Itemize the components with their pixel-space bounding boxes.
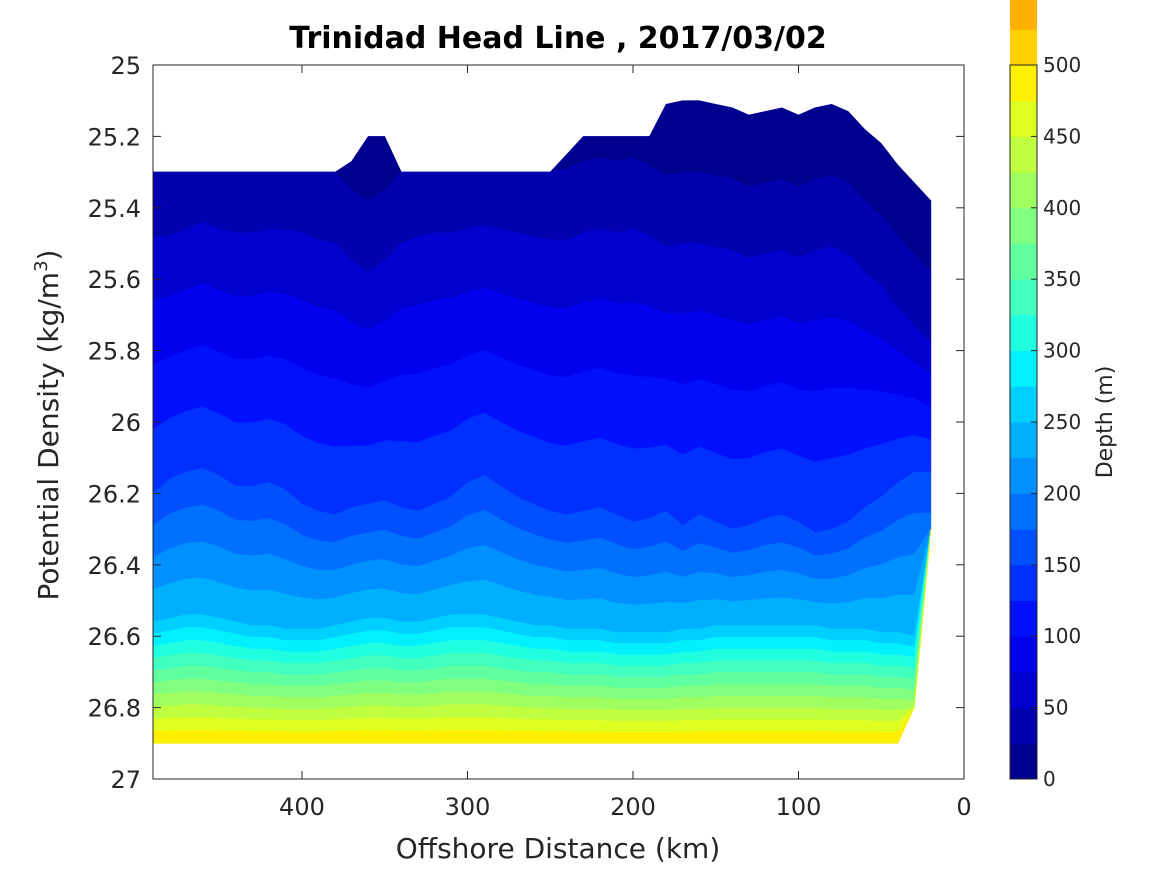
colorbar-label: Depth (m) [1093, 366, 1118, 479]
x-axis-label: Offshore Distance (km) [396, 832, 721, 865]
y-tick-label: 26.8 [88, 695, 141, 723]
colorbar-swatch [1010, 636, 1037, 673]
colorbar-tick-label: 200 [1043, 481, 1081, 505]
y-axis-label-text: Potential Density (kg/m [32, 272, 65, 601]
x-tick-label: 0 [956, 793, 971, 821]
colorbar-swatch [1010, 350, 1037, 387]
y-tick-label: 25.6 [88, 266, 141, 294]
colorbar-swatch [1010, 564, 1037, 601]
y-tick-label: 26 [110, 409, 141, 437]
y-tick-label: 26.6 [88, 623, 141, 651]
y-tick-label: 25.8 [88, 338, 141, 366]
colorbar-tick-label: 100 [1043, 624, 1081, 648]
chart-title: Trinidad Head Line , 2017/03/02 [289, 21, 826, 56]
colorbar-swatch [1010, 671, 1037, 709]
colorbar-tick-label: 50 [1043, 696, 1068, 720]
colorbar-tick-label: 250 [1043, 410, 1081, 434]
colorbar-swatch [1010, 100, 1037, 137]
contour-fill-layer [153, 100, 932, 744]
colorbar-tick-label: 500 [1043, 53, 1081, 77]
colorbar-swatch [1010, 529, 1037, 566]
colorbar-swatch [1010, 386, 1037, 423]
x-axis: 400 300 200 100 0 [279, 65, 972, 821]
depth-band-475-500 [153, 529, 932, 744]
x-tick-label: 300 [445, 793, 491, 821]
colorbar-swatch [1010, 136, 1037, 173]
colorbar [1010, 0, 1037, 780]
x-tick-label: 200 [610, 793, 656, 821]
x-tick-label: 100 [776, 793, 822, 821]
y-tick-label: 25 [110, 52, 141, 80]
colorbar-tick-label: 400 [1043, 196, 1081, 220]
y-tick-label: 27 [110, 766, 141, 794]
colorbar-swatch [1010, 243, 1037, 280]
colorbar-swatch [1010, 279, 1037, 316]
colorbar-swatch [1010, 743, 1037, 780]
colorbar-swatch [1010, 29, 1037, 66]
y-axis-label-superscript: 3 [31, 260, 52, 271]
y-tick-label: 25.2 [88, 123, 141, 151]
y-axis-label-close: ) [32, 250, 65, 261]
colorbar-tick-label: 450 [1043, 124, 1081, 148]
y-axis-label: Potential Density (kg/m3) [31, 250, 65, 601]
colorbar-swatch [1010, 314, 1037, 352]
colorbar-tick-label: 0 [1043, 767, 1056, 791]
colorbar-swatch [1010, 707, 1037, 744]
colorbar-swatch [1010, 65, 1037, 102]
colorbar-tick-label: 150 [1043, 553, 1081, 577]
colorbar-swatch [1010, 0, 1037, 30]
colorbar-ticks: 0 50 100 150 200 250 300 350 400 450 500 [1031, 53, 1081, 791]
y-tick-label: 25.4 [88, 195, 141, 223]
y-tick-label: 26.2 [88, 480, 141, 508]
colorbar-swatch [1010, 207, 1037, 244]
y-tick-label: 26.4 [88, 552, 141, 580]
colorbar-tick-label: 350 [1043, 267, 1081, 291]
x-tick-label: 400 [279, 793, 325, 821]
colorbar-tick-label: 300 [1043, 339, 1081, 363]
colorbar-swatch [1010, 493, 1037, 530]
y-axis: 25 25.2 25.4 25.6 25.8 26 26.2 26.4 26.6 26.8 27 [88, 52, 964, 794]
colorbar-swatch [1010, 600, 1037, 637]
colorbar-swatch [1010, 457, 1037, 494]
colorbar-swatch [1010, 172, 1037, 209]
colorbar-swatch [1010, 422, 1037, 459]
